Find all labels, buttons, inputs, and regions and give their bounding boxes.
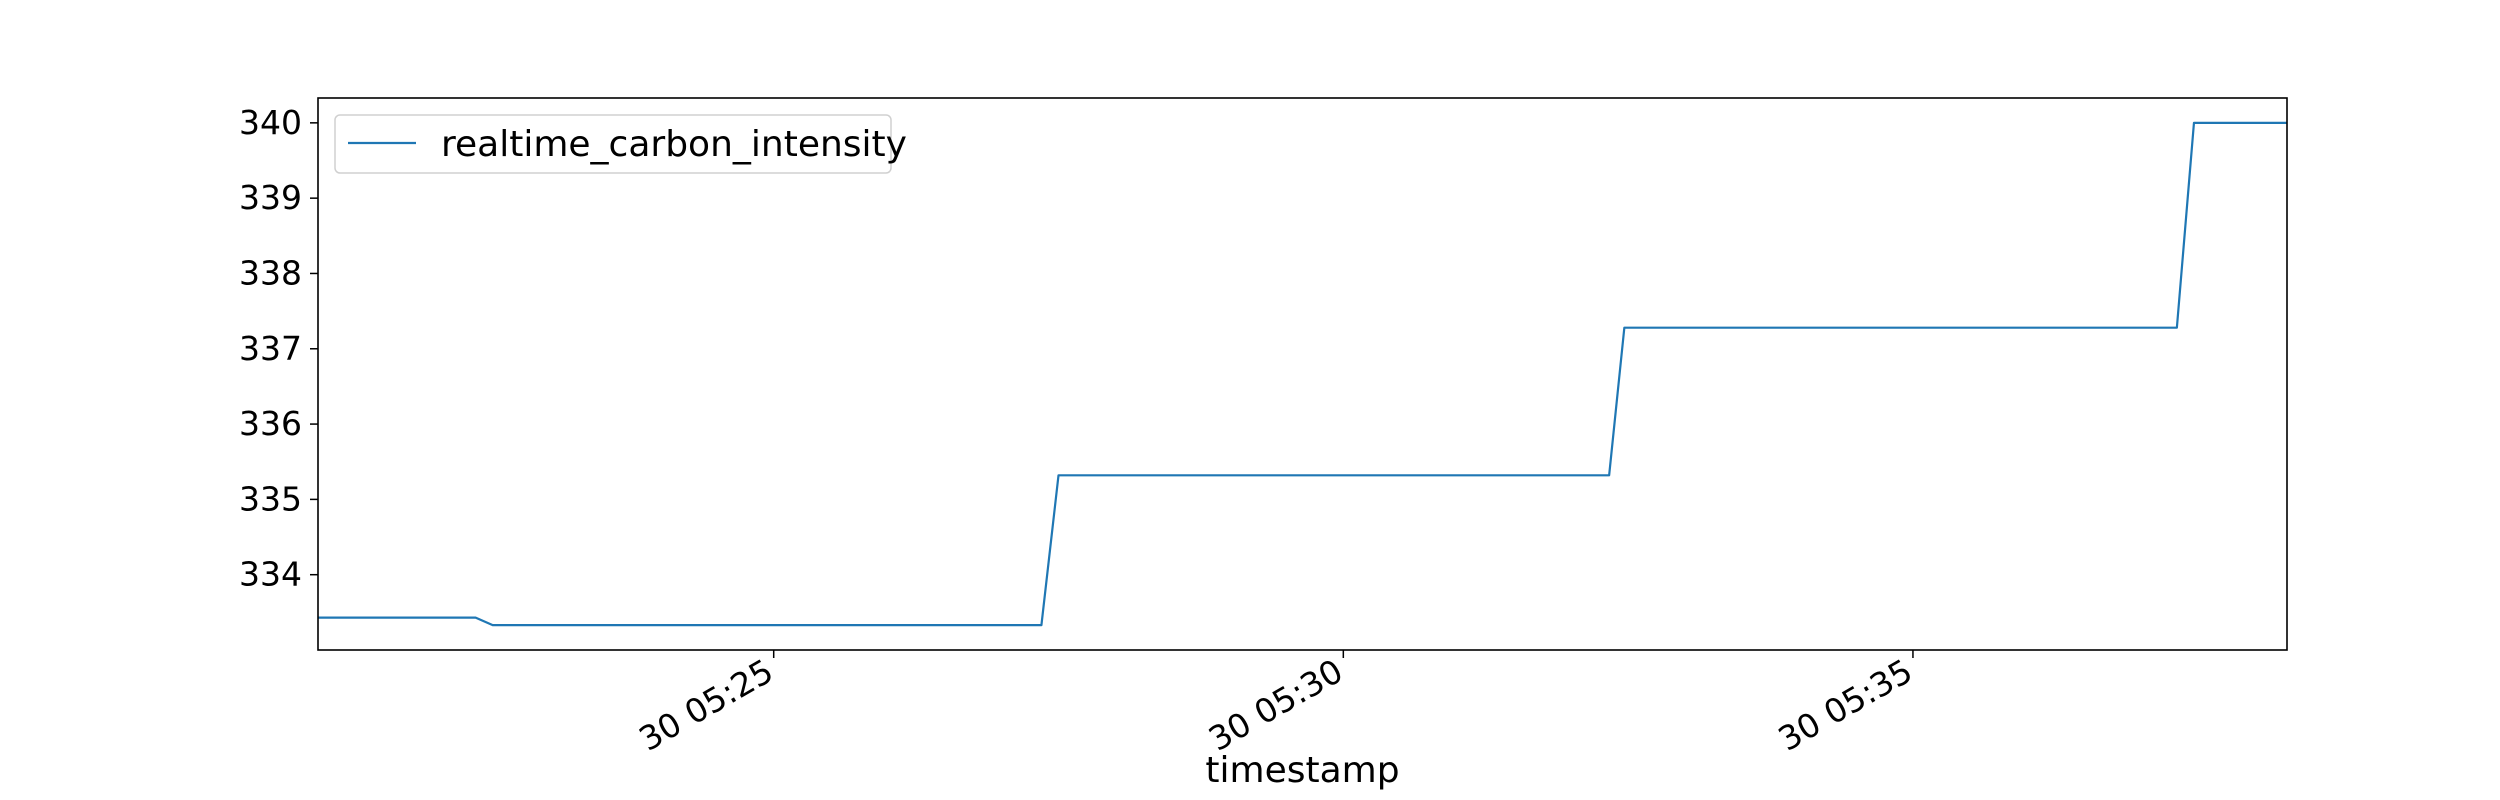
plot-frame xyxy=(317,97,2288,651)
y-axis: 334 335 336 337 338 339 340 xyxy=(239,103,318,594)
y-tick-label: 337 xyxy=(239,329,302,368)
y-tick-label: 338 xyxy=(239,253,302,292)
legend: realtime_carbon_intensity xyxy=(334,114,907,174)
legend-label: realtime_carbon_intensity xyxy=(441,124,907,165)
y-tick-label: 340 xyxy=(239,103,302,142)
y-tick-label: 336 xyxy=(239,404,302,443)
x-axis-title: timestamp xyxy=(1205,750,1399,791)
y-tick-label: 335 xyxy=(239,479,302,518)
y-tick-label: 334 xyxy=(239,555,302,594)
series-line-realtime_carbon_intensity xyxy=(318,121,2287,627)
series-line-group xyxy=(318,121,2287,627)
legend-box xyxy=(334,114,892,174)
y-tick-label: 339 xyxy=(239,178,302,217)
